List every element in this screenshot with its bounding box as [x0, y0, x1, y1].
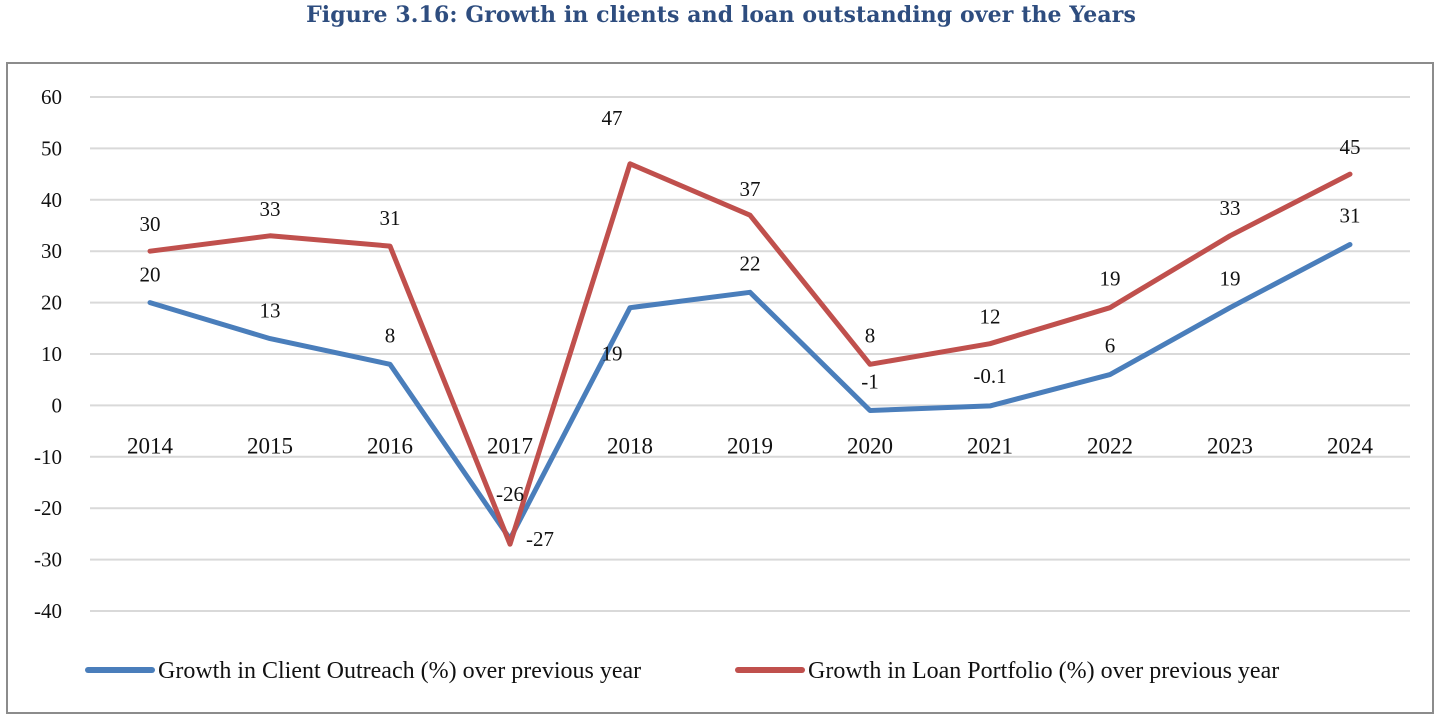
y-tick-label: -30: [34, 548, 62, 572]
y-tick-label: 30: [41, 239, 62, 263]
legend-label: Growth in Loan Portfolio (%) over previo…: [808, 658, 1279, 684]
data-label-loan-portfolio: 33: [1220, 196, 1241, 220]
data-label-loan-portfolio: 8: [865, 323, 876, 347]
series-line-loan-portfolio: [147, 161, 1353, 547]
y-tick-label: 50: [41, 136, 62, 160]
y-tick-label: 10: [41, 342, 62, 366]
data-label-loan-portfolio: 12: [980, 305, 1001, 329]
data-label-client-outreach: 31: [1340, 204, 1361, 228]
x-tick-label: 2021: [967, 433, 1013, 458]
y-tick-label: 20: [41, 291, 62, 315]
x-tick-label: 2024: [1327, 433, 1374, 458]
data-label-client-outreach: -0.1: [973, 364, 1006, 388]
x-tick-label: 2023: [1207, 433, 1253, 458]
data-label-client-outreach: 19: [1220, 267, 1241, 291]
y-tick-label: 40: [41, 188, 62, 212]
legend-label: Growth in Client Outreach (%) over previ…: [158, 658, 641, 684]
data-label-client-outreach: 22: [740, 251, 761, 275]
chart-title: Figure 3.16: Growth in clients and loan …: [306, 2, 1136, 28]
chart-frame: [6, 62, 1434, 714]
series-lines: [147, 161, 1353, 547]
data-label-client-outreach: 6: [1105, 334, 1116, 358]
data-label-client-outreach: 19: [602, 342, 623, 366]
y-tick-label: 60: [41, 85, 62, 109]
data-label-loan-portfolio: 47: [602, 106, 623, 130]
data-label-client-outreach: 13: [260, 299, 281, 323]
x-tick-label: 2018: [607, 433, 653, 458]
x-tick-label: 2020: [847, 433, 893, 458]
data-labels: 20 13 8 -26 19 22 -1 -0.1 6 19 31 30 33 31 -27 47 37 8 12 1…: [140, 106, 1361, 551]
data-label-client-outreach: 8: [385, 323, 396, 347]
data-label-client-outreach: 20: [140, 263, 161, 287]
y-tick-label: -10: [34, 445, 62, 469]
x-axis-tick-labels: 2014 2015 2016 2017 2018 2019 2020 2021 2022 2023…: [127, 433, 1374, 458]
data-label-loan-portfolio: 45: [1340, 135, 1361, 159]
data-label-client-outreach: -26: [496, 482, 524, 506]
data-label-loan-portfolio: 31: [380, 206, 401, 230]
data-label-loan-portfolio: 30: [140, 212, 161, 236]
y-tick-label: -20: [34, 496, 62, 520]
x-tick-label: 2015: [247, 433, 293, 458]
x-tick-label: 2017: [487, 433, 533, 458]
data-label-loan-portfolio: -27: [526, 527, 554, 551]
data-label-client-outreach: -1: [861, 370, 879, 394]
data-label-loan-portfolio: 33: [260, 197, 281, 221]
series-line-client-outreach: [147, 242, 1353, 542]
x-tick-label: 2022: [1087, 433, 1133, 458]
y-tick-label: -40: [34, 599, 62, 623]
x-tick-label: 2014: [127, 433, 174, 458]
data-label-loan-portfolio: 19: [1100, 267, 1121, 291]
gridlines: [90, 96, 1410, 612]
legend: Growth in Client Outreach (%) over previ…: [85, 658, 1279, 684]
y-tick-label: 0: [52, 393, 63, 417]
x-tick-label: 2016: [367, 433, 413, 458]
data-label-loan-portfolio: 37: [740, 177, 761, 201]
y-axis-tick-labels: 60 50 40 30 20 10 0 -10 -20 -30 -40: [34, 85, 62, 623]
x-tick-label: 2019: [727, 433, 773, 458]
